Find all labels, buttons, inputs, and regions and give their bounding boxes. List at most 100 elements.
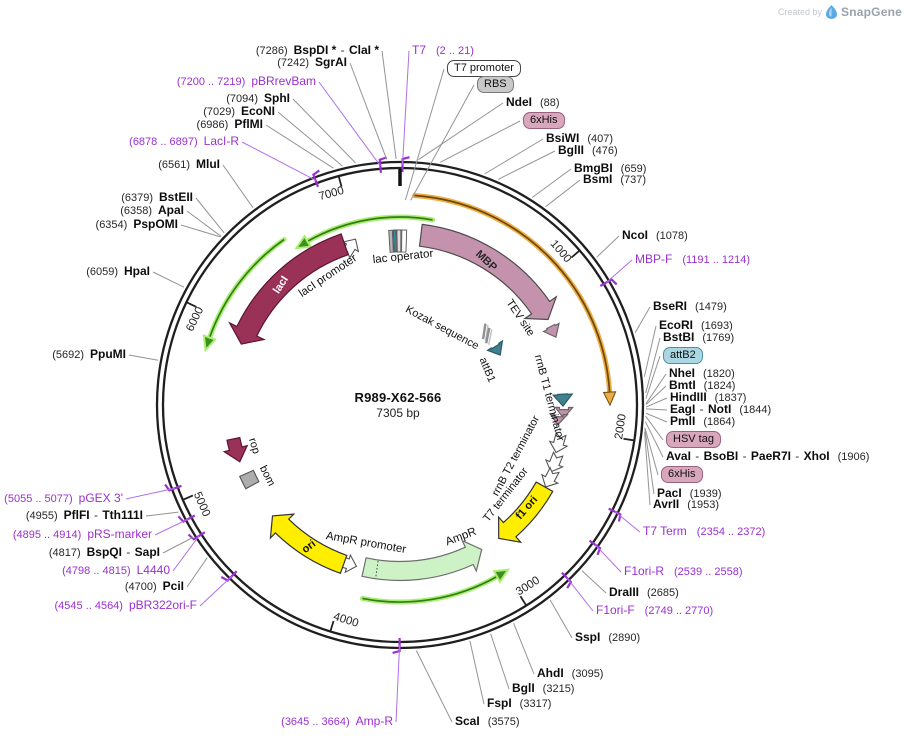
feature-lacI[interactable]	[228, 233, 349, 345]
badge-6xhis[interactable]: 6xHis	[661, 466, 703, 483]
site-label-ecori[interactable]: EcoRI (1693)	[659, 318, 733, 334]
badge-t7-promoter[interactable]: T7 promoter	[447, 60, 521, 77]
site-label-sspi[interactable]: SspI (2890)	[575, 630, 640, 646]
site-label-bsmi[interactable]: BsmI (737)	[583, 172, 646, 188]
site-label-bspdi-clai[interactable]: (7286) BspDI * - ClaI *	[255, 43, 379, 57]
site-label-bsiwi[interactable]: BsiWI (407)	[546, 131, 613, 147]
orf-arc-green-left[interactable]	[208, 238, 285, 338]
site-label-pcii[interactable]: (4700) PciI	[125, 579, 184, 595]
site-label-eagi-noti[interactable]: EagI - NotI (1844)	[670, 402, 772, 416]
site-label-bsteii[interactable]: (6379) BstEII	[121, 190, 193, 206]
site-label-nhei[interactable]: NheI (1820)	[669, 366, 735, 382]
rrnB-T2-arrow[interactable]	[543, 451, 567, 475]
feature-label-bom[interactable]: bom	[257, 464, 277, 489]
site-label-bgli[interactable]: BglI (3215)	[512, 681, 574, 697]
site-position: (1837)	[714, 392, 747, 404]
site-label-bmgbi[interactable]: BmgBI (659)	[574, 161, 646, 177]
orf-arc-green-ampr[interactable]	[362, 575, 498, 603]
site-label-hpai[interactable]: (6059) HpaI	[86, 264, 150, 280]
feature-sixHis-cterm[interactable]	[548, 413, 569, 426]
feature-lac-operator-bars-3[interactable]	[401, 229, 408, 253]
site-label-sgrai[interactable]: (7242) SgrAI	[277, 55, 347, 71]
primer-label-mbp-f[interactable]: MBP-F (1191 .. 1214)	[635, 252, 750, 268]
enzyme-name: ScaI	[455, 714, 480, 728]
badge-hsv-tag[interactable]: HSV tag	[666, 431, 721, 448]
primer-label-f1ori-r[interactable]: F1ori-R (2539 .. 2558)	[624, 564, 743, 580]
feature-attB1[interactable]	[486, 339, 504, 356]
feature-lac-operator-bars-0[interactable]	[388, 229, 394, 253]
site-label-pspomi[interactable]: (6354) PspOMI	[96, 217, 178, 233]
site-label-pmli[interactable]: PmlI (1864)	[670, 414, 735, 430]
site-label-bseri[interactable]: BseRI (1479)	[653, 299, 727, 315]
primer-label-l4440[interactable]: (4798 .. 4815) L4440	[62, 563, 170, 579]
site-position: (1078)	[656, 230, 688, 242]
primer-label-t7[interactable]: T7 (2 .. 21)	[412, 43, 474, 59]
site-position: (737)	[620, 174, 647, 186]
connector-bgli	[490, 633, 510, 690]
site-label-bmti[interactable]: BmtI (1824)	[669, 378, 735, 394]
primer-label-pbrrevbam[interactable]: (7200 .. 7219) pBRrevBam	[177, 74, 316, 90]
badge-rbs[interactable]: RBS	[477, 76, 514, 93]
site-label-sphi[interactable]: (7094) SphI	[226, 91, 290, 107]
feature-f1-ori[interactable]	[497, 481, 554, 544]
feature-lac-operator-bars-2[interactable]	[396, 229, 402, 253]
site-label-mlui[interactable]: (6561) MluI	[158, 157, 220, 173]
primer-label-t7-term[interactable]: T7 Term (2354 .. 2372)	[643, 524, 765, 540]
feature-attB2[interactable]	[551, 393, 574, 408]
site-position: (4955)	[25, 510, 58, 522]
site-label-pflfi-tth111i[interactable]: (4955) PflFI - Tth111I	[25, 508, 143, 522]
connector-bmti	[645, 385, 667, 405]
site-label-hindiii[interactable]: HindIII (1837)	[670, 390, 746, 406]
site-label-bstbi[interactable]: BstBI (1769)	[663, 330, 734, 346]
site-label-draiii[interactable]: DraIII (2685)	[609, 585, 679, 601]
T7-terminator-arrow[interactable]	[538, 466, 563, 491]
feature-label-attb1[interactable]: attB1	[477, 356, 498, 384]
feature-lac-operator-bars-1[interactable]	[392, 229, 397, 253]
site-label-scai[interactable]: ScaI (3575)	[455, 714, 519, 730]
site-position: (476)	[592, 145, 618, 157]
badge-attb2[interactable]: attB2	[663, 347, 703, 364]
primer-label-pgex-3[interactable]: (5055 .. 5077) pGEX 3'	[4, 491, 123, 507]
site-label-paci[interactable]: PacI (1939)	[657, 486, 721, 502]
site-label-ncoi[interactable]: NcoI (1078)	[622, 228, 688, 244]
feature-bom[interactable]	[238, 469, 260, 490]
site-label-pflmi[interactable]: (6986) PflMI	[197, 117, 263, 133]
primer-label-prs-marker[interactable]: (4895 .. 4914) pRS-marker	[13, 527, 152, 543]
site-label-bglii[interactable]: BglII (476)	[558, 143, 618, 159]
primer-label-amp-r[interactable]: (3645 .. 3664) Amp-R	[281, 714, 393, 730]
site-label-ppumi[interactable]: (5692) PpuMI	[52, 347, 126, 363]
site-position: (1769)	[702, 332, 735, 344]
connector-rbs	[410, 84, 475, 201]
feature-MBP[interactable]	[418, 223, 558, 321]
orf-arc-orange[interactable]	[414, 194, 611, 393]
primer-label-pbr322ori-f[interactable]: (4545 .. 4564) pBR322ori-F	[54, 598, 197, 614]
feature-label-rop[interactable]: rop	[246, 437, 262, 456]
enzyme-name: PflMI	[234, 117, 263, 131]
rrnB-T1-arrow[interactable]	[547, 431, 569, 455]
feature-rop[interactable]	[222, 436, 249, 463]
feature-ori[interactable]	[269, 513, 348, 575]
primer-label-laci-r[interactable]: (6878 .. 6897) LacI-R	[129, 134, 239, 150]
enzyme-name: SphI	[264, 91, 290, 105]
site-label-avrii[interactable]: AvrII (1953)	[653, 497, 719, 513]
feature-TEV-site[interactable]	[542, 322, 560, 339]
primer-label-f1ori-f[interactable]: F1ori-F (2749 .. 2770)	[596, 603, 713, 619]
feature-label-kozak-sequence[interactable]: Kozak sequence	[403, 304, 480, 353]
primer-tick-5	[588, 539, 602, 556]
site-label-ndei[interactable]: NdeI (88)	[506, 95, 560, 111]
feature-label-lac-operator[interactable]: lac operator	[372, 248, 434, 266]
site-label-fspi[interactable]: FspI (3317)	[487, 696, 551, 712]
orf-arc-green-top[interactable]	[306, 216, 433, 243]
connector-pspomi	[180, 224, 221, 238]
site-label-econi[interactable]: (7029) EcoNI	[203, 104, 275, 120]
site-label-apai[interactable]: (6358) ApaI	[120, 203, 184, 219]
site-label-avai-bsobi-paer7i-xhoi[interactable]: AvaI - BsoBI - PaeR7I - XhoI (1906)	[666, 449, 870, 463]
feature-HSV-tag[interactable]	[554, 406, 575, 420]
connector-f1ori-r	[594, 544, 622, 573]
scale-tick-7000	[337, 175, 343, 187]
badge-6xhis[interactable]: 6xHis	[523, 112, 565, 129]
site-label-ahdi[interactable]: AhdI (3095)	[537, 666, 603, 682]
connector-bspqi-sapi	[162, 537, 194, 554]
feature-AmpR[interactable]	[361, 539, 483, 582]
site-label-bspqi-sapi[interactable]: (4817) BspQI - SapI	[48, 545, 160, 559]
